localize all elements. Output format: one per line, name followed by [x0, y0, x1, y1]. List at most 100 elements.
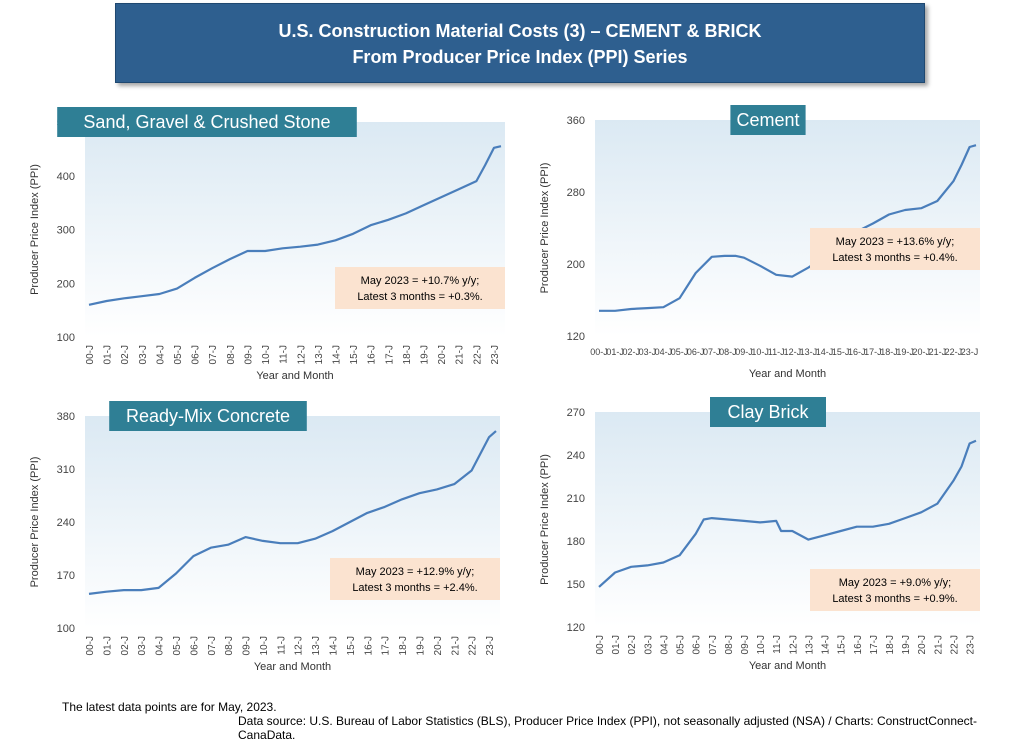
x-tick-label: 04-J	[155, 636, 166, 655]
x-tick-label: 06-J	[687, 347, 705, 357]
chart-sand-gravel: 10020030040050000-J01-J02-J03-J04-J05-J0…	[20, 100, 520, 390]
x-tick-label: 16-J	[848, 347, 866, 357]
x-tick-label: 06-J	[692, 635, 703, 654]
y-axis-label: Producer Price Index (PPI)	[539, 454, 551, 585]
x-tick-label: 12-J	[784, 347, 802, 357]
x-tick-label: 04-J	[655, 347, 673, 357]
x-tick-label: 07-J	[708, 635, 719, 654]
x-tick-label: 00-J	[85, 636, 96, 655]
annotation-text: Latest 3 months = +0.3%.	[357, 291, 482, 303]
chart-title: Cement	[736, 110, 799, 130]
x-tick-label: 02-J	[120, 345, 131, 364]
x-tick-label: 07-J	[208, 345, 219, 364]
x-tick-label: 20-J	[912, 347, 930, 357]
x-tick-label: 14-J	[329, 636, 340, 655]
subtitle: From Producer Price Index (PPI) Series	[116, 44, 924, 70]
title-banner: U.S. Construction Material Costs (3) – C…	[115, 3, 925, 83]
x-axis-label: Year and Month	[749, 368, 826, 380]
y-tick-label: 120	[567, 331, 585, 343]
y-tick-label: 200	[57, 278, 75, 290]
x-tick-label: 16-J	[367, 345, 378, 364]
x-tick-label: 18-J	[398, 636, 409, 655]
x-tick-label: 05-J	[671, 347, 689, 357]
annotation-text: May 2023 = +12.9% y/y;	[356, 566, 475, 578]
x-tick-label: 07-J	[703, 347, 721, 357]
x-tick-label: 12-J	[296, 345, 307, 364]
y-tick-label: 310	[57, 464, 75, 476]
x-tick-label: 17-J	[869, 635, 880, 654]
chart-title: Clay Brick	[727, 402, 809, 422]
x-tick-label: 14-J	[821, 635, 832, 654]
x-tick-label: 18-J	[880, 347, 898, 357]
x-tick-label: 08-J	[719, 347, 737, 357]
x-tick-label: 03-J	[639, 347, 657, 357]
x-tick-label: 23-J	[485, 636, 496, 655]
x-tick-label: 14-J	[816, 347, 834, 357]
x-tick-label: 09-J	[242, 636, 253, 655]
x-tick-label: 13-J	[800, 347, 818, 357]
x-tick-label: 02-J	[627, 635, 638, 654]
x-tick-label: 03-J	[138, 345, 149, 364]
x-tick-label: 23-J	[966, 635, 977, 654]
x-tick-label: 22-J	[468, 636, 479, 655]
x-tick-label: 10-J	[261, 345, 272, 364]
annotation-text: Latest 3 months = +2.4%.	[352, 582, 477, 594]
x-tick-label: 01-J	[606, 347, 624, 357]
x-tick-label: 19-J	[896, 347, 914, 357]
x-tick-label: 07-J	[207, 636, 218, 655]
x-tick-label: 13-J	[314, 345, 325, 364]
x-tick-label: 19-J	[415, 636, 426, 655]
y-tick-label: 380	[57, 411, 75, 423]
y-tick-label: 180	[567, 536, 585, 548]
main-title: U.S. Construction Material Costs (3) – C…	[116, 18, 924, 44]
x-tick-label: 01-J	[611, 635, 622, 654]
chart-title: Sand, Gravel & Crushed Stone	[83, 112, 330, 132]
annotation-text: Latest 3 months = +0.9%.	[832, 593, 957, 605]
footer-note: The latest data points are for May, 2023…	[62, 700, 277, 714]
x-tick-label: 21-J	[933, 635, 944, 654]
x-tick-label: 21-J	[450, 636, 461, 655]
x-tick-label: 23-J	[961, 347, 979, 357]
x-tick-label: 13-J	[311, 636, 322, 655]
x-tick-label: 13-J	[804, 635, 815, 654]
y-tick-label: 200	[567, 259, 585, 271]
x-tick-label: 04-J	[659, 635, 670, 654]
chart-svg: 12020028036000-J01-J02-J03-J04-J05-J06-J…	[510, 100, 1010, 390]
y-tick-label: 240	[57, 517, 75, 529]
x-tick-label: 20-J	[917, 635, 928, 654]
x-tick-label: 03-J	[137, 636, 148, 655]
y-tick-label: 150	[567, 579, 585, 591]
x-tick-label: 22-J	[945, 347, 963, 357]
x-tick-label: 12-J	[788, 635, 799, 654]
x-tick-label: 12-J	[294, 636, 305, 655]
x-tick-label: 11-J	[768, 347, 785, 357]
x-tick-label: 21-J	[929, 347, 947, 357]
chart-svg: 10020030040050000-J01-J02-J03-J04-J05-J0…	[20, 100, 520, 390]
x-tick-label: 22-J	[472, 345, 483, 364]
x-axis-label: Year and Month	[254, 661, 331, 673]
x-tick-label: 05-J	[676, 635, 687, 654]
x-tick-label: 18-J	[885, 635, 896, 654]
x-tick-label: 06-J	[191, 345, 202, 364]
y-tick-label: 360	[567, 115, 585, 127]
x-tick-label: 21-J	[455, 345, 466, 364]
x-tick-label: 06-J	[189, 636, 200, 655]
y-tick-label: 170	[57, 570, 75, 582]
x-tick-label: 22-J	[949, 635, 960, 654]
x-tick-label: 20-J	[433, 636, 444, 655]
x-tick-label: 04-J	[155, 345, 166, 364]
x-tick-label: 14-J	[331, 345, 342, 364]
x-tick-label: 00-J	[590, 347, 608, 357]
x-tick-label: 19-J	[420, 345, 431, 364]
y-tick-label: 400	[57, 171, 75, 183]
x-tick-label: 17-J	[864, 347, 882, 357]
x-tick-label: 15-J	[346, 636, 357, 655]
y-tick-label: 270	[567, 407, 585, 419]
x-tick-label: 01-J	[103, 345, 114, 364]
y-axis-label: Producer Price Index (PPI)	[29, 164, 41, 295]
x-tick-label: 15-J	[349, 345, 360, 364]
